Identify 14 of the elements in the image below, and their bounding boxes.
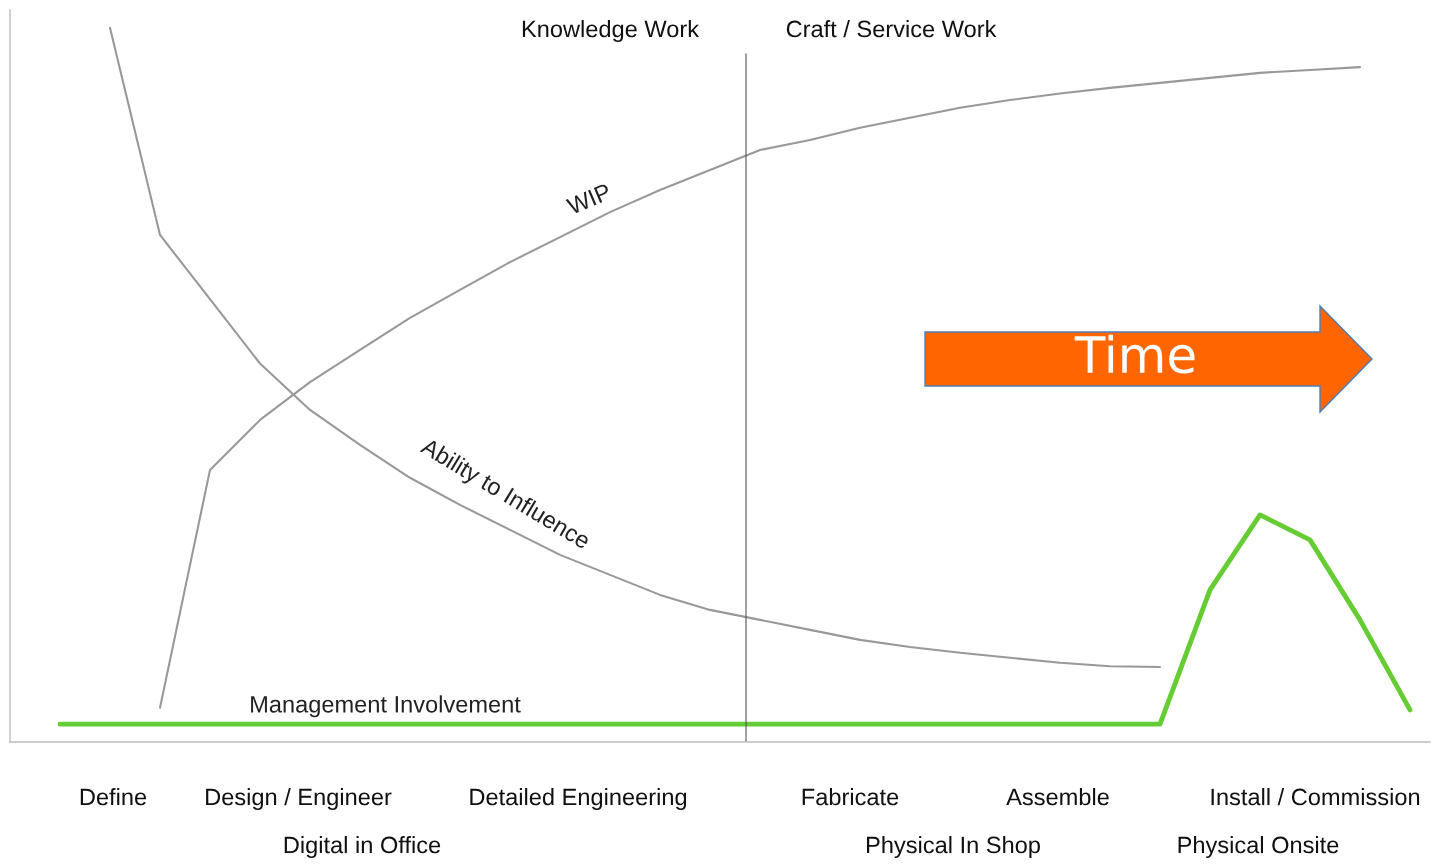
text: Physical In Shop (867, 835, 1040, 859)
annotation: Time (1074, 334, 1195, 374)
text: WIP (565, 183, 612, 215)
series-label: Management Involvement (251, 695, 521, 718)
text: Define (80, 787, 147, 806)
text: Install / Commission (1211, 787, 1420, 806)
text: Physical Onsite (1178, 835, 1339, 859)
text: Design / Engineer (206, 787, 392, 811)
text: Assemble (1006, 787, 1109, 806)
text: Fabricate (802, 787, 899, 806)
annotation: Knowledge Work (522, 20, 700, 42)
annotation: Craft / Service Work (786, 20, 997, 38)
text: Detailed Engineering (470, 787, 687, 811)
text: Digital in Office (284, 835, 441, 859)
